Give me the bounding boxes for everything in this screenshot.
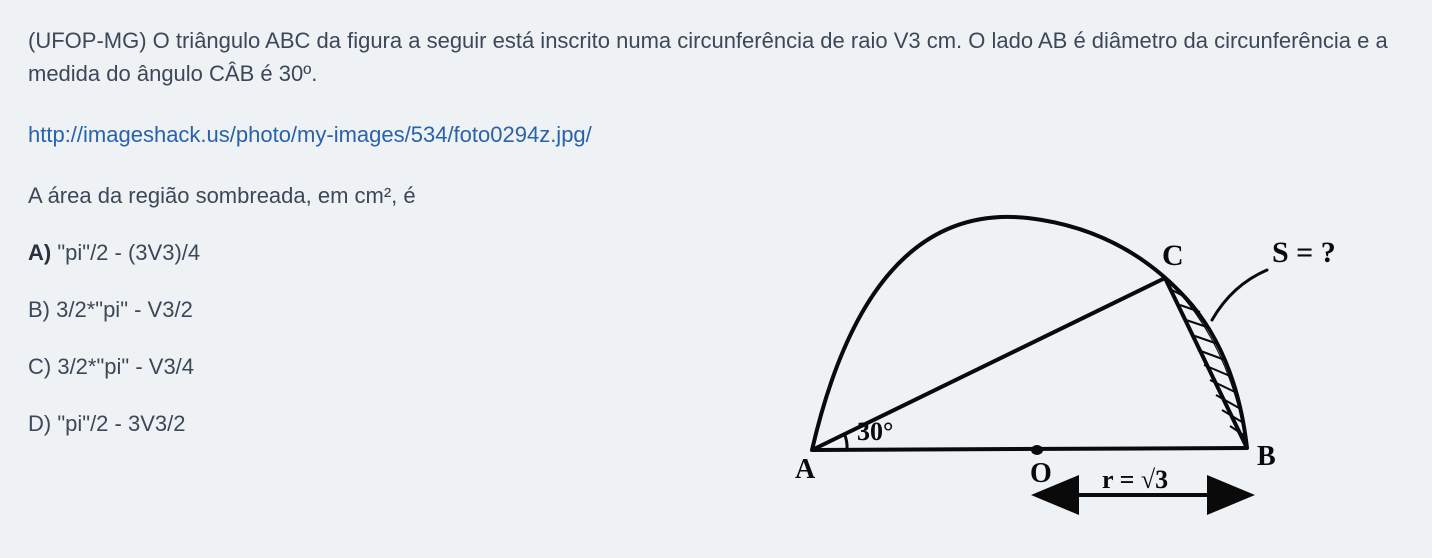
- image-link[interactable]: http://imageshack.us/photo/my-images/534…: [28, 118, 1404, 151]
- geometry-diagram: A B C O 30° r = √3 S = ?: [752, 210, 1372, 540]
- shaded-region: [1165, 278, 1247, 448]
- label-radius: r = √3: [1102, 465, 1168, 494]
- angle-arc-icon: [844, 433, 847, 450]
- label-angle: 30°: [857, 417, 893, 446]
- label-c: C: [1162, 239, 1184, 272]
- label-b: B: [1257, 441, 1276, 472]
- option-a-label: A): [28, 240, 51, 265]
- label-s: S = ?: [1272, 236, 1336, 269]
- center-point-icon: [1031, 445, 1043, 455]
- callout-curve-icon: [1212, 270, 1267, 320]
- diameter-ab: [812, 448, 1247, 450]
- label-o: O: [1030, 458, 1052, 489]
- problem-statement: (UFOP-MG) O triângulo ABC da figura a se…: [28, 24, 1404, 90]
- option-d-label: D): [28, 411, 51, 436]
- option-a-text: "pi"/2 - (3V3)/4: [51, 240, 200, 265]
- option-b-text: 3/2*"pi" - V3/2: [50, 297, 193, 322]
- option-c-text: 3/2*"pi" - V3/4: [51, 354, 194, 379]
- option-b-label: B): [28, 297, 50, 322]
- question-text: A área da região sombreada, em cm², é: [28, 179, 1404, 212]
- option-c-label: C): [28, 354, 51, 379]
- label-a: A: [795, 454, 816, 485]
- option-d-text: "pi"/2 - 3V3/2: [51, 411, 185, 436]
